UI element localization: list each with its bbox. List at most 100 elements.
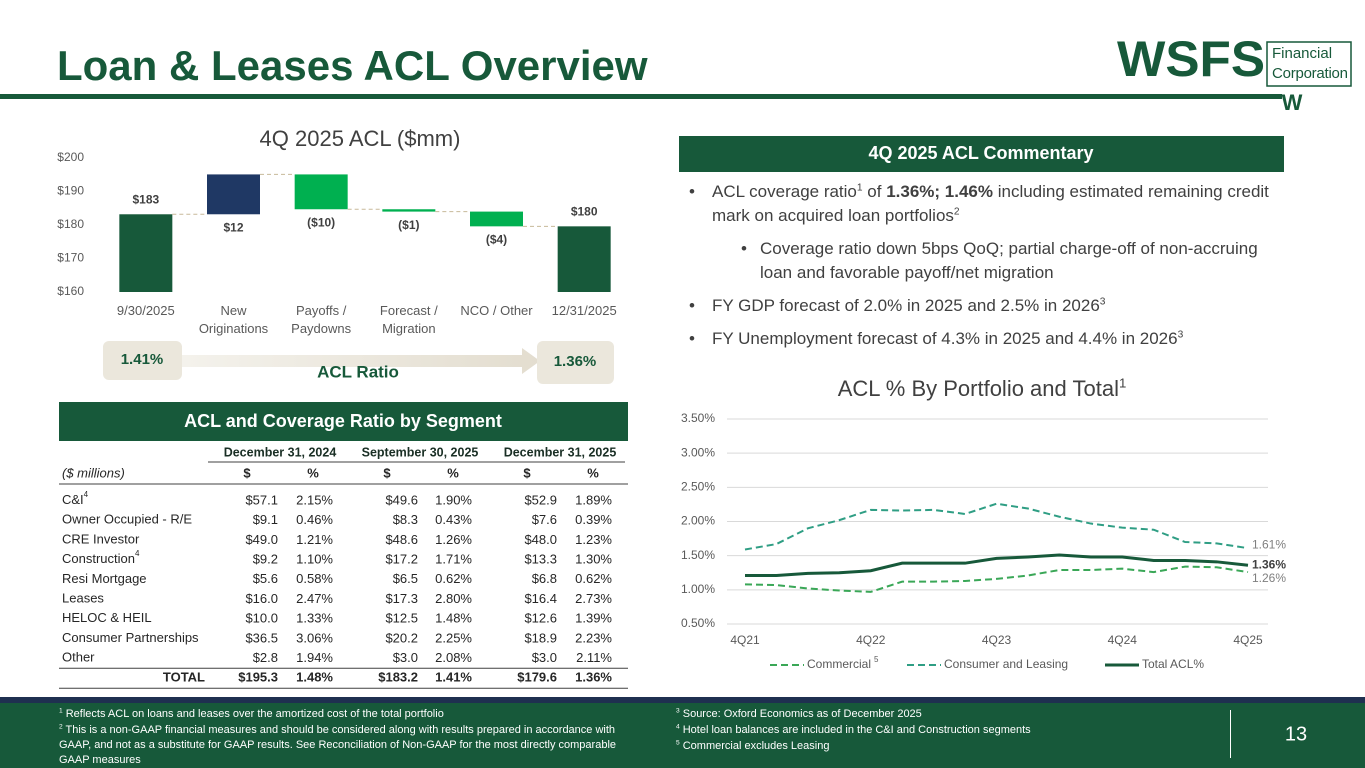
- table-cell: 1.71%: [435, 552, 472, 567]
- bar: [207, 174, 260, 215]
- legend-note: 5: [874, 655, 879, 664]
- table-cell: 0.46%: [296, 512, 333, 527]
- footnote-number: 4: [676, 723, 680, 731]
- footnotes: 3 Source: Oxford Economics as of Decembe…: [676, 707, 1196, 755]
- table-title: ACL and Coverage Ratio by Segment: [184, 411, 502, 431]
- footnote-number: 3: [676, 707, 680, 715]
- legend-entry: Consumer and Leasing: [944, 657, 1068, 671]
- table-cell: 0.62%: [435, 571, 472, 586]
- table-cell: 2.15%: [296, 492, 333, 507]
- group-header: December 31, 2024: [224, 445, 337, 459]
- table-cell: 1.33%: [296, 611, 333, 626]
- y-tick-label: 1.50%: [681, 548, 715, 562]
- bar: [119, 214, 173, 292]
- row-label-text: C&I: [62, 492, 84, 507]
- y-tick-label: $190: [57, 184, 84, 198]
- legend-label: Consumer and Leasing: [944, 657, 1068, 671]
- footnote-number: 5: [676, 739, 680, 747]
- footnote: 4 Hotel loan balances are included in th…: [676, 723, 1196, 738]
- footnote: 2 This is a non-GAAP financial measures …: [59, 723, 627, 768]
- x-tick-label: 4Q22: [856, 633, 886, 647]
- ratio-box: [103, 341, 182, 380]
- row-label: Leases: [62, 591, 104, 606]
- page-number: 13: [1285, 723, 1307, 745]
- table-cell: 2.80%: [435, 591, 472, 606]
- table-cell: 0.43%: [435, 512, 472, 527]
- x-tick-label: New Originations: [198, 303, 269, 336]
- y-tick-label: 3.50%: [681, 411, 715, 425]
- bullet: ACL coverage ratio1 of 1.36%; 1.46% incl…: [689, 180, 1274, 228]
- chart-title-note: 1: [1118, 375, 1127, 391]
- ratio-arrow: [182, 348, 540, 374]
- value-label: $180: [571, 205, 598, 219]
- value-label: $12: [223, 220, 243, 234]
- legend-entry: Total ACL%: [1142, 657, 1204, 671]
- column-header: $: [523, 465, 531, 480]
- column-header: $: [383, 465, 391, 480]
- table-cell: 1.89%: [575, 492, 612, 507]
- x-tick-label: Forecast / Migration: [379, 303, 438, 336]
- x-tick-label: 4Q24: [1108, 633, 1138, 647]
- table-cell: $36.5: [245, 630, 278, 645]
- ratio-end: 1.36%: [554, 353, 597, 370]
- footer-divider: [1230, 710, 1231, 758]
- bar: [294, 174, 348, 210]
- bullet: FY Unemployment forecast of 4.3% in 2025…: [689, 327, 1274, 351]
- ratio-label: ACL Ratio: [317, 362, 399, 381]
- row-label: Consumer Partnerships: [62, 630, 199, 645]
- bar: [557, 226, 611, 292]
- header-rule: [0, 94, 1282, 99]
- row-label-text: Other: [62, 650, 95, 665]
- table-cell: $3.0: [393, 650, 418, 665]
- table-cell: $179.6: [517, 670, 557, 685]
- footnote: 5 Commercial excludes Leasing: [676, 739, 1196, 754]
- bullet-text: 3: [1177, 329, 1184, 341]
- table-cell: 1.26%: [435, 532, 472, 547]
- column-header: %: [307, 465, 319, 480]
- y-tick-label: 2.50%: [681, 480, 715, 494]
- chart-title-text: ACL % By Portfolio and Total: [837, 376, 1119, 401]
- unit-label: ($ millions): [62, 465, 125, 480]
- table-cell: 1.23%: [575, 532, 612, 547]
- group-header: September 30, 2025: [362, 445, 479, 459]
- table-cell: 2.73%: [575, 591, 612, 606]
- table-cell: $17.2: [385, 552, 418, 567]
- series-line: [744, 565, 1249, 593]
- footnote-text: Reflects ACL on loans and leases over th…: [65, 708, 444, 720]
- table-cell: $195.3: [238, 670, 278, 685]
- slide-title: Loan & Leases ACL Overview: [57, 42, 648, 89]
- ratio-start: 1.41%: [121, 351, 164, 368]
- y-tick-label: 2.00%: [681, 514, 715, 528]
- commentary-list: ACL coverage ratio1 of 1.36%; 1.46% incl…: [689, 180, 1274, 360]
- row-label: Construction4: [62, 549, 140, 566]
- table-cell: 2.47%: [296, 591, 333, 606]
- table-cell: $6.8: [532, 571, 557, 586]
- row-label: HELOC & HEIL: [62, 611, 152, 626]
- table-cell: $12.6: [524, 611, 557, 626]
- table-cell: 1.94%: [296, 650, 333, 665]
- table-cell: $48.6: [385, 532, 418, 547]
- legend-label: Total ACL%: [1142, 657, 1204, 671]
- table-cell: $12.5: [385, 611, 418, 626]
- table-cell: $48.0: [524, 532, 557, 547]
- commentary-title: 4Q 2025 ACL Commentary: [868, 143, 1093, 163]
- bullet-text: including estimated remaining credit mar…: [712, 182, 1269, 225]
- row-label: TOTAL: [163, 670, 205, 685]
- row-label-text: CRE Investor: [62, 532, 140, 547]
- y-tick-label: $200: [57, 150, 84, 164]
- table-cell: 1.41%: [435, 670, 472, 685]
- bullet-text: 2: [953, 206, 960, 218]
- table-cell: $5.6: [253, 571, 278, 586]
- ratio-box: [537, 341, 614, 384]
- y-tick-label: $170: [57, 251, 84, 265]
- footnote-number: 2: [59, 723, 63, 731]
- row-label: C&I4: [62, 490, 89, 507]
- x-tick-label: 4Q25: [1233, 633, 1263, 647]
- column-header: %: [447, 465, 459, 480]
- footnote: 1 Reflects ACL on loans and leases over …: [59, 707, 627, 722]
- row-label-text: Construction: [62, 552, 135, 567]
- bullet-text: 3: [1099, 296, 1106, 308]
- y-tick-label: 0.50%: [681, 616, 715, 630]
- footnote-number: 1: [59, 707, 63, 715]
